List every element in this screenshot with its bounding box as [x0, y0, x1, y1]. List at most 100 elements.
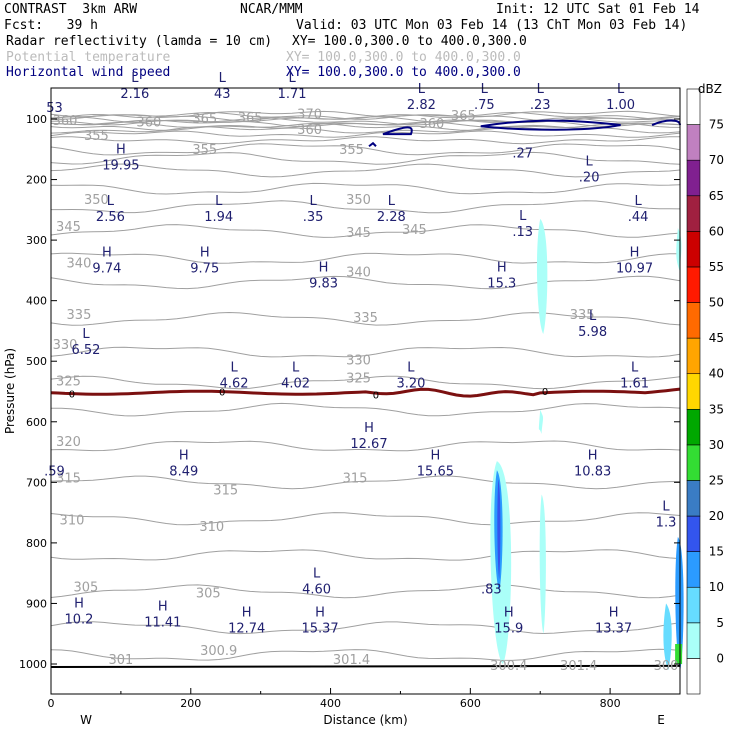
theta-line	[50, 440, 681, 452]
extremum-value: 1.94	[204, 210, 233, 225]
theta-line	[50, 648, 681, 661]
reflectivity-peak-main	[497, 479, 501, 580]
theta-label: 315	[343, 471, 368, 486]
theta-line	[50, 584, 681, 599]
title-app: CONTRAST 3km ARW	[4, 2, 137, 17]
theta-label: 305	[74, 580, 99, 595]
theta-label: 360	[419, 117, 444, 132]
theta-label: 335	[67, 308, 92, 323]
colorbar-tick-label: 25	[709, 473, 724, 487]
colorbar-tick-label: 40	[709, 367, 724, 381]
theta-line	[50, 130, 681, 138]
extremum-value: 12.67	[350, 437, 387, 452]
high-marker: H	[630, 245, 640, 260]
low-marker: L	[519, 209, 527, 224]
theta-label: 355	[339, 143, 364, 158]
low-marker: L	[662, 500, 670, 515]
extremum-value: 10.83	[574, 464, 611, 479]
field2-name: Potential temperature	[6, 50, 171, 65]
colorbar: 0 5 10 15 20 25 30 35 40 45 50 55 60 65 70 75 dBZ	[686, 82, 724, 695]
y-tick-label: 400	[26, 295, 47, 308]
reflectivity-cell-green	[675, 644, 683, 664]
extremum-value: 2.16	[120, 87, 149, 102]
x-tick-label: 800	[600, 697, 621, 710]
y-tick-label: 600	[26, 416, 47, 429]
app-name: CONTRAST	[4, 2, 67, 17]
field1-xy: XY= 100.0,300.0 to 400.0,300.0	[292, 34, 527, 49]
theta-label: 335	[570, 308, 595, 323]
reflectivity-cell-upper	[536, 218, 548, 334]
theta-label: 365	[451, 109, 476, 124]
low-marker: L	[131, 71, 139, 86]
x-tick-label: 200	[180, 697, 201, 710]
low-marker: L	[288, 71, 296, 86]
theta-label: 300.4	[490, 659, 527, 674]
init-time: Init: 12 UTC Sat 01 Feb 14	[496, 2, 700, 17]
colorbar-swatch	[686, 88, 701, 125]
valid-time: Valid: 03 UTC Mon 03 Feb 14 (13 ChT Mon …	[296, 18, 688, 33]
plot-frame	[50, 87, 681, 695]
high-marker: H	[74, 597, 84, 612]
theta-line	[50, 143, 681, 156]
y-tick-label: 800	[26, 537, 47, 550]
extremum-value: 1.3	[656, 516, 677, 531]
colorbar-swatch	[686, 159, 701, 197]
extremum-value: .27	[512, 146, 533, 161]
high-marker: H	[364, 421, 374, 436]
theta-label: 360	[136, 115, 161, 130]
theta-label: 325	[346, 371, 371, 386]
colorbar-swatch	[686, 195, 701, 232]
theta-line	[50, 346, 681, 358]
theta-line	[50, 252, 680, 264]
colorbar-tick-label: 55	[709, 260, 724, 274]
theta-label: 365	[192, 112, 217, 127]
field3-name: Horizontal wind speed	[6, 65, 171, 80]
field3-xy: XY= 100.0,300.0 to 400.0,300.0	[286, 65, 521, 80]
extremum-value: 4.60	[302, 582, 331, 597]
colorbar-swatch	[686, 586, 701, 624]
extremum-value: 1.61	[620, 376, 649, 391]
extremum-value: .35	[303, 210, 324, 225]
theta-line	[50, 111, 681, 120]
low-marker: L	[407, 360, 415, 375]
extremum-value: 1.71	[278, 87, 307, 102]
extremum-value: 5.98	[578, 325, 607, 340]
extremum-value: 8.49	[169, 464, 198, 479]
low-marker: L	[537, 82, 545, 97]
y-tick-label: 500	[26, 355, 47, 368]
low-marker: L	[388, 194, 396, 209]
extremum-value: .13	[512, 225, 533, 240]
theta-label: 301	[108, 653, 133, 668]
extremum-value: .59	[44, 464, 65, 479]
theta-label: 345	[402, 223, 427, 238]
theta-line	[50, 121, 681, 129]
high-marker: H	[158, 600, 168, 615]
high-marker: H	[430, 448, 440, 463]
high-marker: H	[200, 245, 210, 260]
colorbar-tick-label: 50	[709, 296, 724, 310]
theta-label: 340	[346, 265, 371, 280]
model-name: 3km ARW	[82, 2, 138, 17]
extremum-value: .83	[481, 582, 502, 597]
theta-label: 355	[192, 143, 217, 158]
reflectivity-cell-low	[539, 494, 546, 634]
low-marker: L	[292, 360, 300, 375]
high-marker: H	[179, 448, 189, 463]
colorbar-tick-label: 20	[709, 509, 724, 523]
colorbar-swatch	[686, 231, 701, 268]
theta-label: 350	[346, 193, 371, 208]
extremum-value: 4.62	[220, 376, 249, 391]
extremum-value: 13.37	[595, 622, 632, 637]
y-tick-label: 100	[26, 113, 47, 126]
colorbar-swatch	[686, 266, 701, 303]
high-marker: H	[504, 606, 514, 621]
colorbar-swatch	[686, 124, 701, 161]
low-marker: L	[631, 360, 639, 375]
theta-label: 310	[199, 520, 224, 535]
theta-line	[50, 512, 681, 526]
colorbar-swatch	[686, 373, 701, 410]
low-marker: L	[617, 82, 625, 97]
low-marker: L	[82, 327, 90, 342]
fcst-label: Fcst:	[4, 18, 44, 33]
